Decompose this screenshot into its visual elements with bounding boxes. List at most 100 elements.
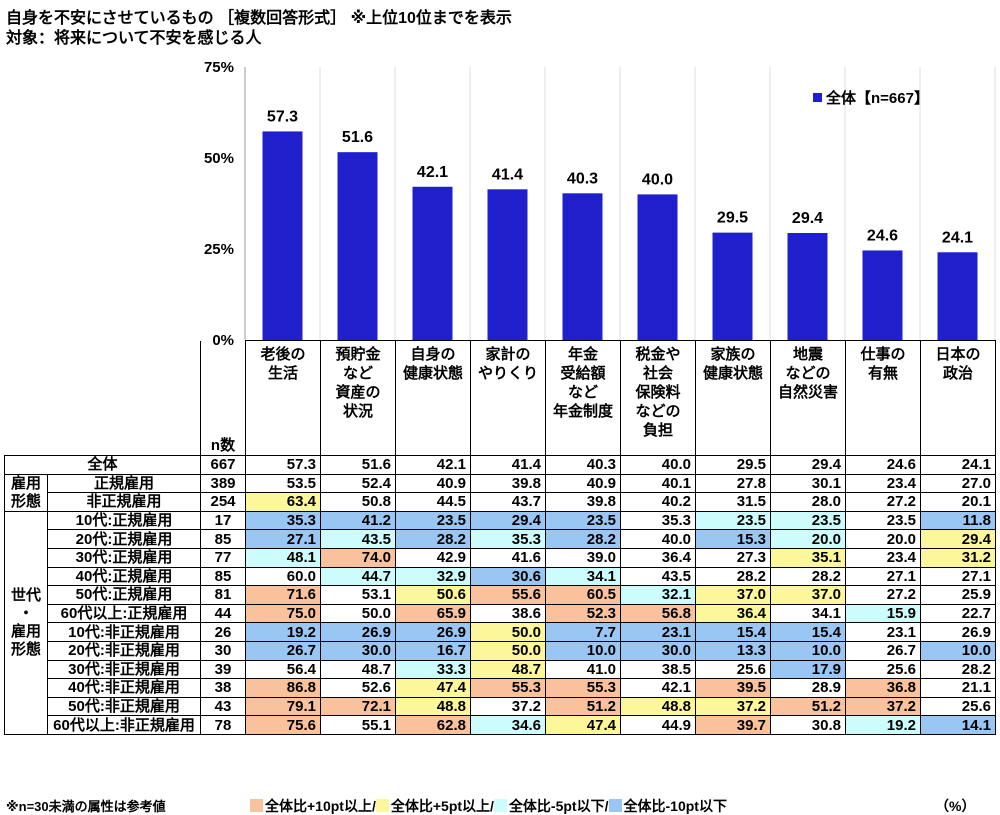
bar	[937, 252, 978, 340]
value-cell: 42.1	[620, 678, 696, 698]
value-cell: 50.6	[395, 585, 471, 605]
value-cell: 39.7	[695, 715, 771, 735]
value-cell: 50.0	[470, 640, 546, 661]
data-label: 57.3	[267, 108, 298, 125]
value-cell: 32.1	[620, 585, 696, 605]
value-cell: 37.2	[845, 696, 921, 717]
value-cell: 53.1	[320, 585, 396, 605]
value-cell: 40.0	[620, 455, 696, 475]
value-cell: 60.5	[545, 585, 621, 605]
legend-swatch	[608, 799, 622, 812]
value-cell: 28.2	[695, 566, 771, 587]
row-label: 40代:非正規雇用	[47, 678, 201, 698]
chart-subtitle: 対象：将来について不安を感じる人	[6, 30, 262, 47]
table-row: 50代:非正規雇用 43 79.1 72.1 48.8 37.2 51.2 48.8 37.2 5…	[5, 696, 996, 717]
table-row: 40代:非正規雇用 38 86.8 52.6 47.4 55.3 55.3 42.1 39.5 2…	[5, 678, 996, 698]
value-cell: 42.9	[395, 547, 471, 568]
table-row: 30代:正規雇用 77 48.1 74.0 42.9 41.6 39.0 36.4 27.3 35…	[5, 547, 996, 568]
header-blank	[4, 340, 201, 456]
row-label: 10代:正規雇用	[47, 510, 201, 531]
value-cell: 52.6	[320, 678, 396, 698]
n-value: 254	[200, 492, 246, 512]
value-cell: 35.1	[770, 547, 846, 568]
value-cell: 27.2	[845, 492, 921, 512]
value-cell: 11.8	[920, 510, 996, 531]
value-cell: 35.3	[245, 510, 321, 531]
value-cell: 17.9	[770, 659, 846, 680]
n-value: 44	[200, 603, 246, 624]
value-cell: 40.9	[545, 473, 621, 494]
value-cell: 28.2	[920, 659, 996, 680]
value-cell: 51.2	[545, 696, 621, 717]
n-value: 43	[200, 696, 246, 717]
n-value: 26	[200, 622, 246, 642]
chart-title: 自身を不安にさせているもの ［複数回答形式］ ※上位10位までを表示	[6, 10, 512, 27]
value-cell: 24.1	[920, 455, 996, 475]
value-cell: 13.3	[695, 640, 771, 661]
value-cell: 34.6	[470, 715, 546, 735]
value-cell: 20.0	[845, 529, 921, 549]
value-cell: 29.5	[695, 455, 771, 475]
value-cell: 74.0	[320, 547, 396, 568]
value-cell: 30.1	[770, 473, 846, 494]
bar	[562, 193, 603, 340]
column-header: 老後の 生活	[245, 340, 321, 456]
value-cell: 47.4	[395, 678, 471, 698]
data-label: 29.5	[717, 210, 748, 227]
value-cell: 40.1	[620, 473, 696, 494]
value-cell: 20.0	[770, 529, 846, 549]
value-cell: 40.0	[620, 529, 696, 549]
row-label: 60代以上:正規雇用	[47, 603, 201, 624]
data-table: n数 老後の 生活 預貯金 など 資産の 状況 自身の 健康状態 家計の やりくり 年金 受給額 など 年金…	[4, 340, 996, 735]
total-row: 全体 667 57.3 51.6 42.1 41.4 40.3 40.0 29.5 29.4 24.…	[4, 455, 996, 475]
y-tick-label: 25%	[204, 241, 234, 258]
footnote: ※n=30未満の属性は参考値	[6, 799, 166, 814]
n-value: 30	[200, 640, 246, 661]
value-cell: 35.3	[620, 510, 696, 531]
value-cell: 21.1	[920, 678, 996, 698]
value-cell: 55.3	[545, 678, 621, 698]
row-label: 30代:非正規雇用	[47, 659, 201, 680]
value-cell: 15.4	[770, 622, 846, 642]
value-cell: 27.1	[845, 566, 921, 587]
value-cell: 37.2	[470, 696, 546, 717]
value-cell: 55.6	[470, 585, 546, 605]
bar	[337, 152, 378, 340]
value-cell: 23.4	[845, 473, 921, 494]
value-cell: 39.8	[470, 473, 546, 494]
value-cell: 75.0	[245, 603, 321, 624]
column-header: 税金や 社会 保険料 などの 負担	[620, 340, 696, 456]
row-label: 30代:正規雇用	[47, 547, 201, 568]
value-cell: 25.9	[920, 585, 996, 605]
value-cell: 34.1	[770, 603, 846, 624]
row-label: 全体	[4, 455, 201, 475]
value-cell: 50.0	[470, 622, 546, 642]
value-cell: 52.3	[545, 603, 621, 624]
value-cell: 22.7	[920, 603, 996, 624]
value-cell: 27.1	[245, 529, 321, 549]
value-cell: 48.8	[395, 696, 471, 717]
value-cell: 55.3	[470, 678, 546, 698]
value-cell: 62.8	[395, 715, 471, 735]
value-cell: 57.3	[245, 455, 321, 475]
value-cell: 38.6	[470, 603, 546, 624]
value-cell: 39.0	[545, 547, 621, 568]
y-tick-label: 75%	[204, 59, 234, 76]
value-cell: 56.8	[620, 603, 696, 624]
n-value: 77	[200, 547, 246, 568]
value-cell: 55.1	[320, 715, 396, 735]
value-cell: 40.3	[545, 455, 621, 475]
value-cell: 30.6	[470, 566, 546, 587]
n-value: 85	[200, 529, 246, 549]
value-cell: 26.9	[920, 622, 996, 642]
value-cell: 30.0	[320, 640, 396, 661]
value-cell: 39.5	[695, 678, 771, 698]
value-cell: 24.6	[845, 455, 921, 475]
legend-label: 全体【n=667】	[825, 89, 929, 107]
value-cell: 16.7	[395, 640, 471, 661]
row-label: 正規雇用	[47, 473, 201, 494]
n-value: 667	[200, 455, 246, 475]
value-cell: 50.0	[320, 603, 396, 624]
value-cell: 48.7	[320, 659, 396, 680]
value-cell: 38.5	[620, 659, 696, 680]
